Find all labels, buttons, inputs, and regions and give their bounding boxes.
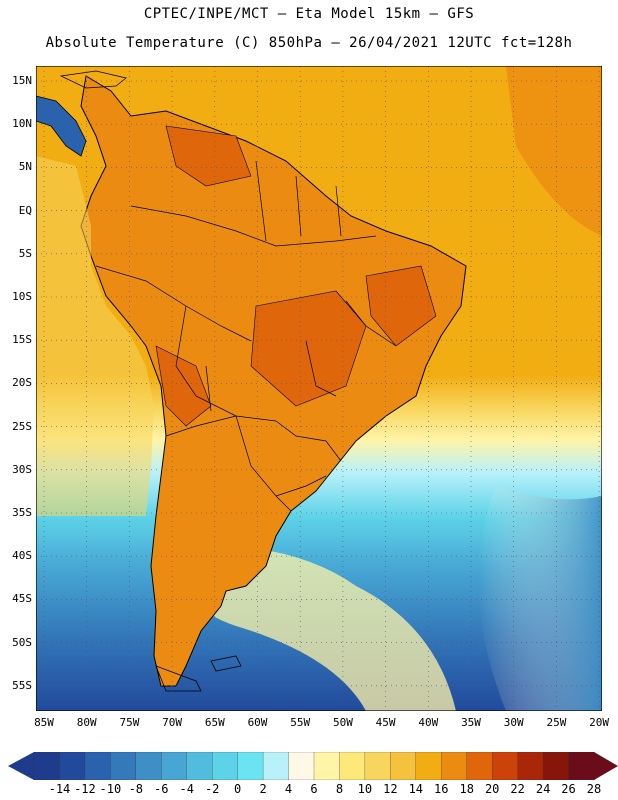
hot-region-central-brazil xyxy=(250,290,367,407)
colorbar-tick-label: 26 xyxy=(561,782,576,796)
longitude-label: 30W xyxy=(503,716,524,729)
colorbar-tick-label: 28 xyxy=(586,782,602,796)
longitude-label: 45W xyxy=(375,716,396,729)
longitude-label: 55W xyxy=(290,716,311,729)
colorbar-swatch xyxy=(262,752,290,780)
longitude-label: 85W xyxy=(34,716,54,729)
colorbar-tick-label: 14 xyxy=(408,782,424,796)
latitude-label: 15S xyxy=(12,333,32,347)
colorbar-swatch xyxy=(364,752,392,780)
colorbar-swatch xyxy=(110,752,137,780)
colorbar-tick-label: 12 xyxy=(383,782,398,796)
colorbar-swatch xyxy=(186,752,213,780)
colorbar-tick-label: -4 xyxy=(179,782,194,796)
longitude-label: 35W xyxy=(461,716,481,729)
cold-ocean-region xyxy=(478,486,602,711)
colorbar xyxy=(8,752,618,780)
colorbar-tick-label: 2 xyxy=(259,782,267,796)
colorbar-swatch xyxy=(339,752,366,780)
colorbar-tick-label: 0 xyxy=(234,782,242,796)
colorbar-tick-label: 24 xyxy=(535,782,551,796)
colorbar-tick-label: 22 xyxy=(510,782,525,796)
latitude-label: 45S xyxy=(12,592,32,606)
longitude-label: 50W xyxy=(332,716,353,729)
latitude-label: 5N xyxy=(18,160,32,174)
country-borders xyxy=(95,160,397,512)
chart-title-line2: Absolute Temperature (C) 850hPa — 26/04/… xyxy=(45,35,573,51)
latitude-label: 40S xyxy=(12,549,32,563)
longitude-label: 60W xyxy=(247,716,268,729)
longitude-label: 25W xyxy=(546,716,567,729)
longitude-label: 40W xyxy=(418,716,439,729)
latitude-label: 25S xyxy=(12,419,32,433)
hot-region-northeast xyxy=(365,265,437,347)
latitude-label: 30S xyxy=(12,462,32,476)
central-america-pacific-coast xyxy=(35,95,87,157)
longitude-label: 20W xyxy=(589,716,610,729)
longitude-label: 75W xyxy=(119,716,140,729)
colorbar-tick-label: -10 xyxy=(99,782,122,796)
colorbar-tick-label: -14 xyxy=(48,782,71,796)
latitude-label: 50S xyxy=(12,635,32,649)
longitude-label: 70W xyxy=(162,716,183,729)
caribbean-islands xyxy=(59,70,127,89)
colorbar-tick-label: -12 xyxy=(74,782,96,796)
colorbar-swatch xyxy=(466,752,493,780)
colorbar-tick-label: -6 xyxy=(154,782,169,796)
colorbar-swatch xyxy=(84,752,112,780)
colorbar-swatch xyxy=(415,752,442,780)
colorbar-tick-label: 10 xyxy=(357,782,373,796)
chart-title-line1: CPTEC/INPE/MCT — Eta Model 15km — GFS xyxy=(143,6,475,22)
hot-region-north xyxy=(165,125,252,187)
hot-region-bolivia xyxy=(155,345,212,427)
colorbar-swatch xyxy=(313,752,341,780)
colorbar-swatch xyxy=(568,752,595,780)
latitude-label: EQ xyxy=(18,203,32,217)
colorbar-tick-label: -2 xyxy=(204,782,220,796)
colorbar-swatch xyxy=(441,752,468,780)
colorbar-swatch xyxy=(237,752,264,780)
colorbar-swatch xyxy=(59,752,86,780)
tierra-del-fuego xyxy=(155,665,202,692)
latitude-label: 35S xyxy=(12,506,32,519)
colorbar-swatch xyxy=(135,752,162,780)
longitude-label: 65W xyxy=(204,716,225,729)
warm-ocean-region xyxy=(506,66,602,236)
colorbar-tick-label: 6 xyxy=(310,782,318,796)
colorbar-swatch xyxy=(288,752,315,780)
latitude-label: 5S xyxy=(18,246,32,260)
colorbar-swatch xyxy=(161,752,188,780)
colorbar-tick-label: 4 xyxy=(284,782,293,796)
latitude-label: 55S xyxy=(12,678,32,692)
colorbar-swatch xyxy=(517,752,544,780)
colorbar-swatch xyxy=(492,752,519,780)
temperature-map xyxy=(35,65,603,712)
latitude-label: 10S xyxy=(12,290,32,303)
colorbar-swatch xyxy=(390,752,417,780)
latitude-label: 20S xyxy=(12,376,32,390)
latitude-label: 15N xyxy=(12,74,32,87)
pacific-coastal-band xyxy=(36,156,154,516)
colorbar-min-arrow xyxy=(8,752,34,780)
colorbar-swatch xyxy=(33,752,61,780)
colorbar-swatch xyxy=(212,752,239,780)
colorbar-tick-label: -8 xyxy=(128,782,144,796)
longitude-label: 80W xyxy=(76,716,97,729)
latitude-label: 10N xyxy=(12,117,32,131)
colorbar-tick-label: 18 xyxy=(459,782,474,796)
colorbar-tick-label: 16 xyxy=(434,782,449,796)
colorbar-swatch xyxy=(542,752,570,780)
falkland-islands xyxy=(210,655,242,672)
colorbar-tick-label: 20 xyxy=(484,782,500,796)
map-canvas xyxy=(35,65,603,712)
colorbar-tick-label: 8 xyxy=(335,782,344,796)
colorbar-max-arrow xyxy=(594,752,618,780)
